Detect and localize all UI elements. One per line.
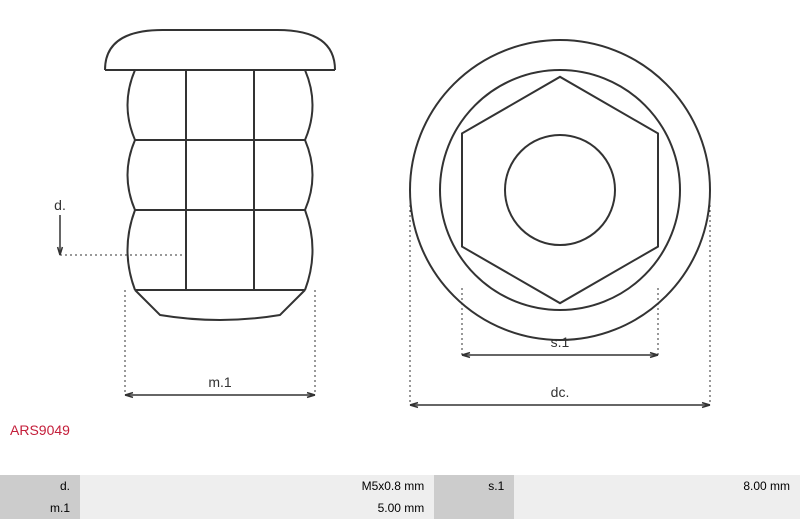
spec-value: 5.00 mm <box>80 497 434 519</box>
spec-key <box>434 497 514 519</box>
spec-value: 8.00 mm <box>514 475 800 497</box>
svg-text:d.: d. <box>54 197 66 213</box>
svg-text:m.1: m.1 <box>208 374 232 390</box>
part-number: ARS9049 <box>10 422 70 438</box>
spec-table-container: d. M5x0.8 mm s.1 8.00 mm m.1 5.00 mm <box>0 475 800 519</box>
svg-text:s.1: s.1 <box>551 334 570 350</box>
spec-value: M5x0.8 mm <box>80 475 434 497</box>
spec-value <box>514 497 800 519</box>
spec-key: d. <box>0 475 80 497</box>
table-row: m.1 5.00 mm <box>0 497 800 519</box>
technical-drawing: m.1 s.1 dc. d. <box>0 0 800 440</box>
spec-key: s.1 <box>434 475 514 497</box>
table-row: d. M5x0.8 mm s.1 8.00 mm <box>0 475 800 497</box>
spec-table: d. M5x0.8 mm s.1 8.00 mm m.1 5.00 mm <box>0 475 800 519</box>
spec-key: m.1 <box>0 497 80 519</box>
svg-text:dc.: dc. <box>551 384 570 400</box>
